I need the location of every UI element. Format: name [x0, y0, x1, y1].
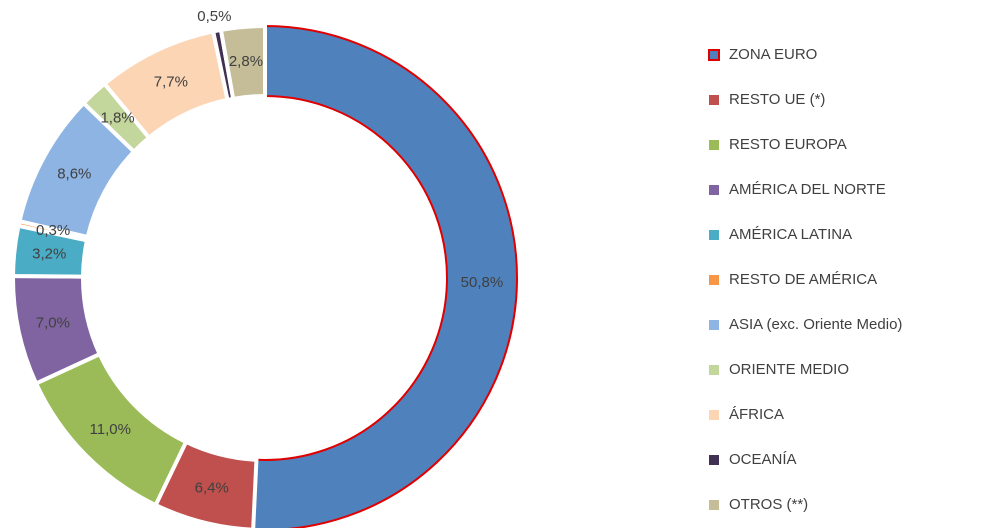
data-label: 8,6% [57, 165, 91, 182]
legend-label: ÁFRICA [729, 406, 784, 423]
legend-label: RESTO DE AMÉRICA [729, 271, 877, 288]
legend-label: RESTO UE (*) [729, 91, 825, 108]
legend-swatch [709, 455, 719, 465]
legend-label: OCEANÍA [729, 451, 797, 468]
legend-swatch [709, 365, 719, 375]
legend-swatch [709, 275, 719, 285]
legend-swatch [709, 95, 719, 105]
legend-label: ZONA EURO [729, 46, 817, 63]
legend-swatch [708, 49, 720, 61]
data-label: 7,0% [36, 315, 70, 332]
data-label: 0,5% [197, 8, 231, 25]
legend-swatch [709, 320, 719, 330]
data-label: 6,4% [195, 479, 229, 496]
legend-swatch [709, 230, 719, 240]
donut-slice [218, 23, 267, 102]
data-label: 1,8% [100, 110, 134, 127]
legend-label: ASIA (exc. Oriente Medio) [729, 316, 902, 333]
legend-label: ORIENTE MEDIO [729, 361, 849, 378]
legend-label: AMÉRICA LATINA [729, 226, 852, 243]
legend-swatch [709, 185, 719, 195]
legend-label: RESTO EUROPA [729, 136, 847, 153]
donut-slice [252, 24, 518, 528]
legend-swatch [709, 500, 719, 510]
data-label: 11,0% [90, 421, 131, 438]
data-label: 0,3% [36, 222, 70, 239]
data-label: 50,8% [461, 274, 504, 291]
data-label: 7,7% [154, 73, 188, 90]
legend-label: AMÉRICA DEL NORTE [729, 181, 886, 198]
data-label: 2,8% [229, 53, 263, 70]
legend-swatch [709, 140, 719, 150]
legend-label: OTROS (**) [729, 496, 808, 513]
legend-swatch [709, 410, 719, 420]
data-label: 3,2% [32, 246, 66, 263]
